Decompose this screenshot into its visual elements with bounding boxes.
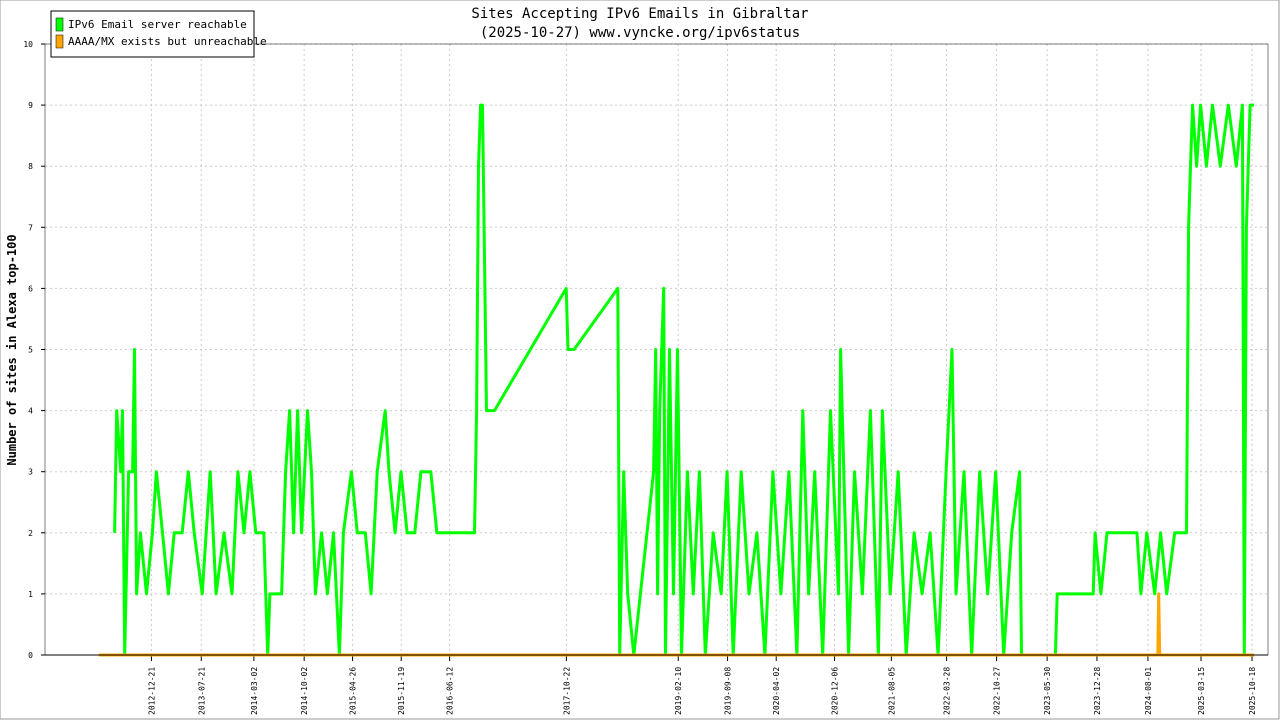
y-tick-label: 4	[28, 407, 33, 416]
x-tick-label: 2014-10-02	[300, 667, 309, 715]
x-tick-label: 2016-06-12	[446, 667, 455, 715]
legend-label: IPv6 Email server reachable	[68, 18, 247, 31]
y-tick-label: 0	[28, 651, 33, 660]
x-tick-label: 2024-08-01	[1144, 667, 1153, 715]
y-tick-label: 1	[28, 590, 33, 599]
x-tick-label: 2020-12-06	[830, 667, 839, 715]
legend-label: AAAA/MX exists but unreachable	[68, 35, 267, 48]
legend-swatch	[55, 34, 64, 49]
x-tick-label: 2014-03-02	[250, 667, 259, 715]
legend: IPv6 Email server reachable AAAA/MX exist…	[50, 10, 267, 58]
x-tick-label: 2015-11-19	[397, 667, 406, 715]
chart-title: Sites Accepting IPv6 Emails in Gibraltar	[471, 6, 808, 22]
x-tick-label: 2025-03-15	[1197, 667, 1206, 715]
x-tick-label: 2015-04-26	[349, 667, 358, 715]
x-tick-label: 2017-10-22	[562, 667, 571, 715]
y-tick-label: 2	[28, 529, 33, 538]
y-axis-label: Number of sites in Alexa top-100	[5, 234, 19, 465]
y-tick-label: 9	[28, 101, 33, 110]
x-tick-label: 2020-04-02	[772, 667, 781, 715]
x-tick-label: 2019-02-10	[674, 667, 683, 715]
series-line	[113, 103, 1255, 657]
chart-subtitle: (2025-10-27) www.vyncke.org/ipv6status	[480, 25, 800, 41]
legend-swatch	[55, 17, 64, 32]
y-tick-label: 8	[28, 162, 33, 171]
x-tick-label: 2023-05-30	[1043, 667, 1052, 715]
x-tick-label: 2023-12-28	[1093, 667, 1102, 715]
x-tick-label: 2013-07-21	[197, 667, 206, 715]
legend-box	[50, 10, 255, 58]
y-tick-label: 5	[28, 346, 33, 355]
x-tick-label: 2021-08-05	[887, 667, 896, 715]
x-tick-label: 2022-03-28	[943, 667, 952, 715]
y-tick-label: 3	[28, 468, 33, 477]
y-tick-label: 6	[28, 284, 33, 293]
x-tick-label: 2022-10-27	[993, 667, 1002, 715]
x-tick-label: 2012-12-21	[147, 667, 156, 715]
y-tick-label: 10	[23, 40, 33, 49]
x-tick-label: 2025-10-18	[1248, 667, 1257, 715]
x-tick-label: 2019-09-08	[724, 667, 733, 715]
y-tick-label: 7	[28, 223, 33, 232]
